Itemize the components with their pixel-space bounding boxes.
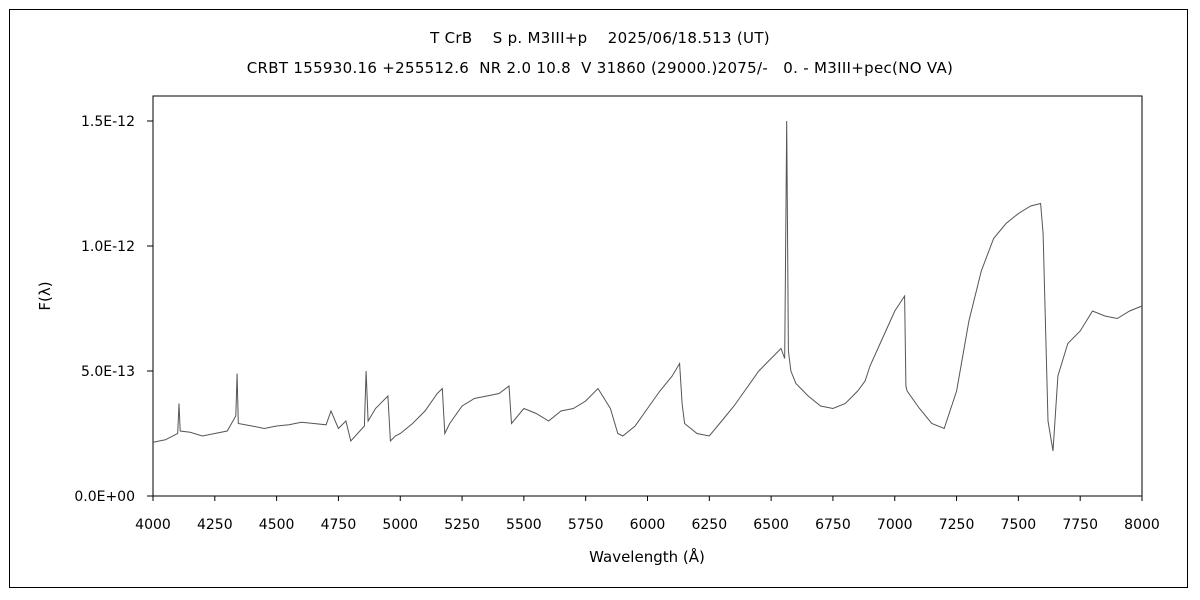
- x-tick-label: 7000: [877, 517, 913, 533]
- spectrum-series-group: [152, 120, 1143, 452]
- x-tick-label: 7250: [939, 517, 975, 533]
- x-axis-ticks: 4000 4250 4500 4750 5000 5250 5500 5750 6000 6250…: [135, 496, 1160, 533]
- chart-frame: [9, 9, 1188, 588]
- chart-subtitle: CRBT 155930.16 +255512.6 NR 2.0 10.8 V 3…: [246, 59, 954, 77]
- x-tick-label: 6750: [815, 517, 851, 533]
- plot-area: [152, 95, 1143, 497]
- x-tick-label: 5250: [444, 517, 480, 533]
- x-tick-label: 4000: [135, 517, 171, 533]
- x-tick-label: 8000: [1124, 517, 1160, 533]
- x-tick-label: 6500: [753, 517, 789, 533]
- y-axis-ticks: 0.0E+00 5.0E-13 1.0E-12 1.5E-12: [74, 114, 153, 505]
- x-axis-label: Wavelength (Å): [589, 547, 705, 566]
- y-tick-label: 0.0E+00: [74, 489, 135, 505]
- x-tick-label: 6250: [691, 517, 727, 533]
- x-tick-label: 5000: [382, 517, 418, 533]
- y-axis-label: F(λ): [36, 281, 54, 310]
- x-tick-label: 4750: [321, 517, 357, 533]
- spectrum-line: [152, 120, 1143, 452]
- x-tick-label: 6000: [630, 517, 666, 533]
- x-tick-label: 5750: [568, 517, 604, 533]
- x-tick-label: 4250: [197, 517, 233, 533]
- chart-title: T CrB S p. M3III+p 2025/06/18.513 (UT): [430, 29, 770, 47]
- y-tick-label: 1.0E-12: [81, 239, 135, 255]
- y-tick-label: 5.0E-13: [81, 364, 135, 380]
- x-tick-label: 7500: [1001, 517, 1037, 533]
- y-tick-label: 1.5E-12: [81, 114, 135, 130]
- x-tick-label: 4500: [259, 517, 295, 533]
- x-tick-label: 7750: [1062, 517, 1098, 533]
- x-tick-label: 5500: [506, 517, 542, 533]
